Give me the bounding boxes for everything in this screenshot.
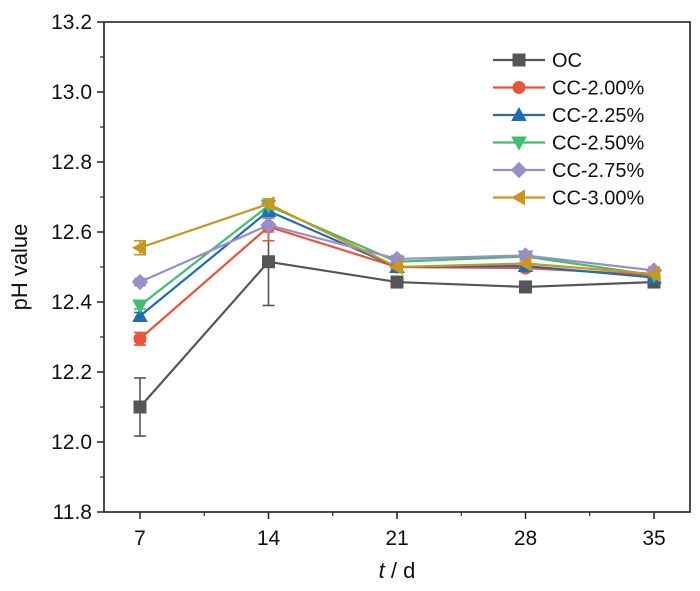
error-bars [134,197,660,437]
legend-marker [511,136,527,151]
data-point [131,273,149,291]
y-tick-label: 11.8 [53,501,92,524]
legend-marker [510,161,528,179]
legend-label: CC-2.75% [552,160,644,182]
x-tick-label: 35 [642,527,665,550]
legend-marker [512,81,526,94]
data-point [260,196,275,212]
data-point [260,216,277,234]
x-tick-label: 7 [134,527,146,550]
axes: 11.8 12.0 12.2 12.4 12.6 12.8 13.0 13.2 7 14 21 28 3… [51,11,666,550]
data-point [388,259,403,275]
y-tick-label: 12.8 [51,151,92,174]
data-point [133,332,147,346]
x-axis-title-italic: t [379,558,386,583]
data-point [517,255,532,272]
legend-label: CC-3.00% [552,188,644,210]
series-markers [131,196,663,414]
legend-marker [511,106,527,121]
y-tick-label: 12.4 [51,291,92,314]
x-tick-label: 28 [514,527,537,550]
legend-label: CC-2.25% [552,105,644,127]
x-tick-label: 21 [385,527,408,550]
data-point [262,255,275,269]
data-point [133,400,147,414]
legend-label: CC-2.00% [552,78,644,100]
x-tick-label: 14 [257,527,281,550]
data-point [131,239,146,256]
x-axis-title-unit: / d [385,558,416,583]
data-point [132,299,148,314]
y-tick-label: 12.6 [51,221,92,244]
legend: OC CC-2.00% CC-2.25% CC-2.50% CC-2.75% CC-3.0… [493,50,644,210]
x-axis-title: t / d [379,558,416,583]
y-tick-label: 12.2 [51,361,92,384]
y-tick-label: 13.2 [51,11,92,34]
legend-marker [510,189,525,206]
legend-label: OC [552,50,582,72]
data-point [390,275,404,289]
data-point [132,307,148,322]
data-point [519,280,532,294]
data-point [645,266,660,282]
y-tick-label: 13.0 [51,81,92,104]
series-lines [139,202,655,408]
y-axis-title: pH value [7,224,32,311]
legend-marker [512,53,526,67]
legend-label: CC-2.50% [552,133,644,155]
y-tick-label: 12.0 [51,431,92,454]
